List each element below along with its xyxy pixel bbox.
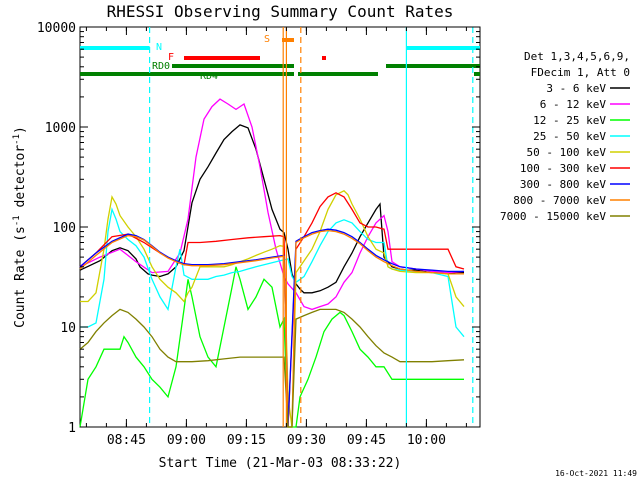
flag-label-f: F xyxy=(168,52,174,63)
series-line-5 xyxy=(80,190,465,428)
plot-frame xyxy=(79,26,481,428)
legend-label-5: 50 - 100 keV xyxy=(527,146,607,159)
flag-label-rd0: RD0 xyxy=(152,61,170,72)
legend-label-3: 12 - 25 keV xyxy=(533,114,606,127)
y-axis-label-exponent-2: -1 xyxy=(12,134,22,145)
legend: Det 1,3,4,5,6,9, FDecim 1, Att 0 3 - 6 k… xyxy=(500,50,630,223)
legend-label-7: 300 - 800 keV xyxy=(520,178,606,191)
series-line-3 xyxy=(79,266,464,428)
plot-area xyxy=(79,26,481,428)
flag-label-s: S xyxy=(264,34,270,45)
x-axis-label: Start Time (21-Mar-03 08:33:22) xyxy=(159,456,402,471)
x-tick-label: 09:45 xyxy=(347,433,386,448)
x-tick-label: 09:30 xyxy=(287,433,326,448)
y-axis-label-mid: detector xyxy=(13,145,28,216)
series-line-4 xyxy=(80,207,465,338)
flag-label-rd4: RD4 xyxy=(200,71,218,82)
flag-label-n: N xyxy=(156,42,162,53)
legend-label-1: 3 - 6 keV xyxy=(546,82,606,95)
y-axis-label-end: ) xyxy=(13,126,28,134)
series-lines xyxy=(79,98,465,428)
series-line-9 xyxy=(79,308,465,428)
y-tick-label: 10000 xyxy=(37,21,76,36)
legend-header-2: FDecim 1, Att 0 xyxy=(531,66,630,79)
x-axis: 08:45 09:00 09:15 09:30 09:45 10:00 xyxy=(85,27,467,448)
legend-label-6: 100 - 300 keV xyxy=(520,162,606,175)
footer-timestamp: 16-Oct-2021 11:49 xyxy=(555,469,637,478)
chart-title: RHESSI Observing Summary Count Rates xyxy=(107,2,454,21)
x-tick-label: 08:45 xyxy=(107,433,146,448)
x-tick-label: 10:00 xyxy=(407,433,446,448)
legend-header-1: Det 1,3,4,5,6,9, xyxy=(524,50,630,63)
x-tick-label: 09:15 xyxy=(227,433,266,448)
legend-label-9: 7000 - 15000 keV xyxy=(500,210,606,223)
y-axis-label-exponent: -1 xyxy=(12,215,22,226)
legend-label-8: 800 - 7000 keV xyxy=(513,194,606,207)
event-lines xyxy=(149,27,474,427)
x-tick-label: 09:00 xyxy=(167,433,206,448)
y-axis-label: Count Rate (s-1 detector-1) xyxy=(12,126,28,328)
y-tick-label: 100 xyxy=(53,221,76,236)
y-tick-label: 1000 xyxy=(45,121,76,136)
y-tick-label: 10 xyxy=(60,321,76,336)
legend-label-4: 25 - 50 keV xyxy=(533,130,606,143)
y-axis: 1 10 100 1000 10000 xyxy=(37,21,480,436)
y-axis-label-main: Count Rate (s xyxy=(13,226,28,328)
flag-bars: NF S RD0 RD4 xyxy=(80,34,480,82)
legend-label-2: 6 - 12 keV xyxy=(540,98,607,111)
y-tick-label: 1 xyxy=(68,421,76,436)
